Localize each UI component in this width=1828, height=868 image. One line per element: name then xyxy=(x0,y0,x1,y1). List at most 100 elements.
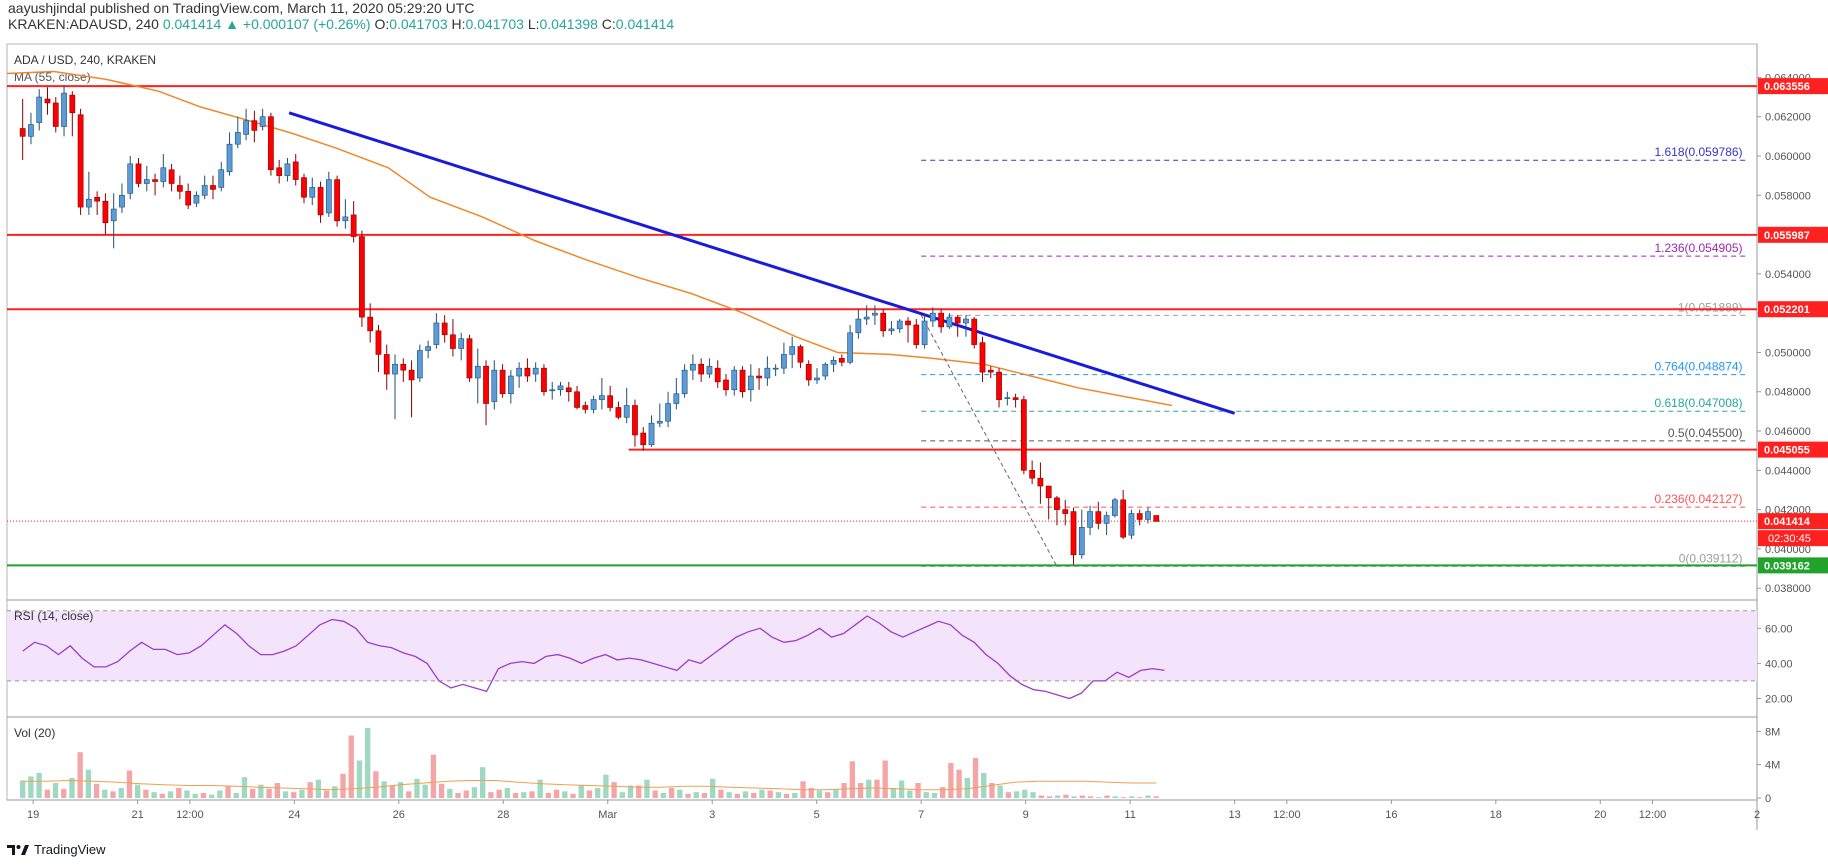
candle[interactable] xyxy=(226,132,233,176)
candle[interactable] xyxy=(268,112,274,176)
candle[interactable] xyxy=(135,157,142,188)
candle[interactable] xyxy=(805,360,812,386)
candle[interactable] xyxy=(1153,515,1160,522)
candle[interactable] xyxy=(872,305,878,325)
candle[interactable] xyxy=(86,171,92,215)
candle[interactable] xyxy=(94,191,101,215)
candle[interactable] xyxy=(532,362,539,382)
candle[interactable] xyxy=(698,358,705,382)
candle[interactable] xyxy=(450,319,456,357)
candle[interactable] xyxy=(905,317,911,343)
candle[interactable] xyxy=(143,165,150,192)
candle[interactable] xyxy=(69,91,76,137)
candle[interactable] xyxy=(963,315,969,337)
candle[interactable] xyxy=(772,364,779,377)
candle[interactable] xyxy=(359,230,365,327)
candle[interactable] xyxy=(408,360,415,418)
candle[interactable] xyxy=(36,89,43,131)
candle[interactable] xyxy=(201,175,208,200)
candle[interactable] xyxy=(1120,489,1127,540)
bearish-trendline[interactable] xyxy=(288,111,1236,415)
candle[interactable] xyxy=(739,366,746,398)
candle[interactable] xyxy=(640,427,647,451)
candle[interactable] xyxy=(507,370,514,404)
candle[interactable] xyxy=(367,303,374,343)
candle[interactable] xyxy=(193,191,200,208)
candle[interactable] xyxy=(607,385,614,412)
candle[interactable] xyxy=(838,354,845,367)
candle[interactable] xyxy=(1020,395,1027,475)
candle[interactable] xyxy=(499,364,506,398)
candle[interactable] xyxy=(971,317,978,349)
candle[interactable] xyxy=(350,201,357,243)
candle[interactable] xyxy=(259,108,266,131)
candle[interactable] xyxy=(524,358,531,382)
candle[interactable] xyxy=(1103,511,1110,536)
candle[interactable] xyxy=(656,403,663,428)
time-axis[interactable]: 19 21 12:00 24 26 28 Mar 3 5 7 9 11 13 12:00 16 18 20 12:… xyxy=(27,800,1760,821)
candle[interactable] xyxy=(375,324,382,373)
candle[interactable] xyxy=(276,159,283,184)
author-name[interactable]: aayushjindal xyxy=(8,0,86,16)
rsi-pane[interactable]: RSI (14, close) 20.00 40.00 60.00 xyxy=(7,609,1793,705)
candle[interactable] xyxy=(1095,501,1102,530)
candle[interactable] xyxy=(673,377,680,410)
candle[interactable] xyxy=(152,173,158,196)
candle[interactable] xyxy=(433,313,440,349)
candle[interactable] xyxy=(549,381,556,400)
candle[interactable] xyxy=(599,377,605,410)
candles[interactable] xyxy=(19,85,1160,565)
candle[interactable] xyxy=(483,360,489,426)
candle[interactable] xyxy=(1062,499,1069,526)
candle[interactable] xyxy=(309,177,316,206)
candle[interactable] xyxy=(119,183,125,213)
candle[interactable] xyxy=(342,199,349,229)
candle[interactable] xyxy=(110,193,117,249)
candle[interactable] xyxy=(425,340,431,359)
candle[interactable] xyxy=(929,307,936,327)
candle[interactable] xyxy=(921,313,928,349)
candle[interactable] xyxy=(822,362,829,380)
candle[interactable] xyxy=(913,319,920,349)
candle[interactable] xyxy=(251,110,258,143)
candle[interactable] xyxy=(590,395,597,414)
candle[interactable] xyxy=(1037,462,1044,504)
candle[interactable] xyxy=(284,157,291,182)
candle[interactable] xyxy=(441,315,448,343)
candle[interactable] xyxy=(789,336,796,369)
candle[interactable] xyxy=(648,415,655,447)
candle[interactable] xyxy=(1136,509,1143,526)
candle[interactable] xyxy=(325,171,332,217)
candle[interactable] xyxy=(168,163,175,192)
candle[interactable] xyxy=(938,309,944,333)
candle[interactable] xyxy=(301,173,307,204)
candle[interactable] xyxy=(177,175,183,200)
candle[interactable] xyxy=(979,336,986,382)
candle[interactable] xyxy=(1078,509,1085,559)
candle[interactable] xyxy=(474,348,481,404)
candle[interactable] xyxy=(210,175,216,200)
candle[interactable] xyxy=(19,99,26,160)
candle[interactable] xyxy=(946,313,953,329)
candle[interactable] xyxy=(557,381,564,396)
candle[interactable] xyxy=(383,344,390,390)
candle[interactable] xyxy=(1112,497,1118,518)
candle[interactable] xyxy=(44,87,51,115)
candle[interactable] xyxy=(416,344,423,382)
candle[interactable] xyxy=(458,332,465,361)
candle[interactable] xyxy=(218,161,225,192)
candle[interactable] xyxy=(896,319,903,333)
candle[interactable] xyxy=(400,358,407,382)
candle[interactable] xyxy=(888,321,895,335)
candle[interactable] xyxy=(317,181,324,223)
candle[interactable] xyxy=(1045,485,1052,520)
candle[interactable] xyxy=(1070,507,1077,565)
candle[interactable] xyxy=(61,85,67,137)
candle[interactable] xyxy=(292,154,299,186)
candle[interactable] xyxy=(516,362,522,388)
footer-brand[interactable]: TradingView xyxy=(6,842,106,857)
candle[interactable] xyxy=(706,358,713,378)
candle[interactable] xyxy=(52,97,59,133)
candle[interactable] xyxy=(243,108,249,141)
candle[interactable] xyxy=(491,360,498,410)
